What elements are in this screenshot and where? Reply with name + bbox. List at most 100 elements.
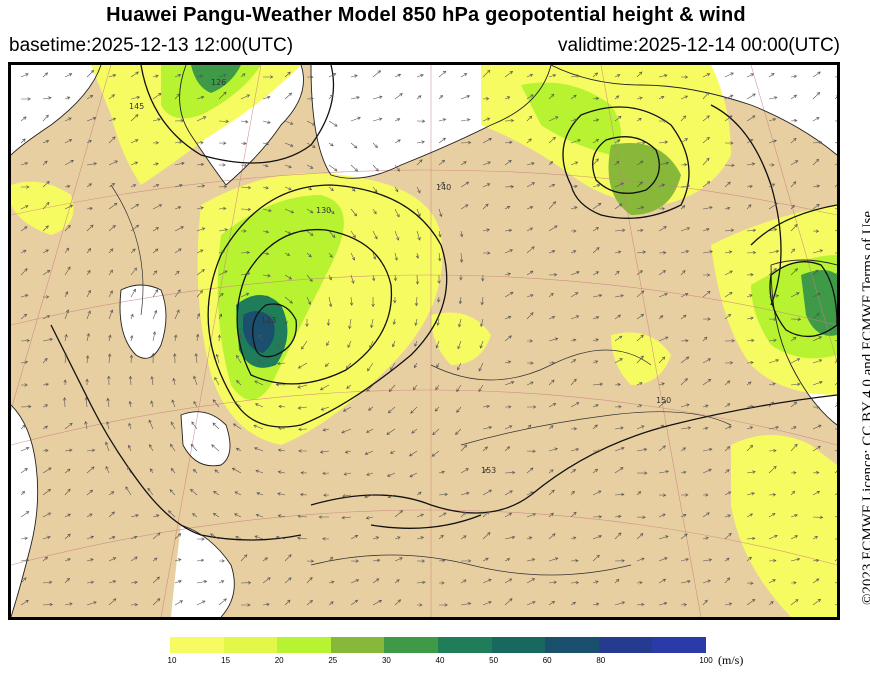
wind-arrow [526, 206, 534, 210]
wind-arrow [350, 164, 359, 172]
wind-arrow [812, 359, 823, 364]
wind-arrow [64, 558, 71, 562]
wind-arrow [702, 206, 713, 210]
wind-arrow [277, 448, 286, 452]
wind-arrow [306, 274, 313, 283]
wind-arrow [570, 581, 580, 585]
wind-arrow [372, 252, 376, 260]
wind-arrow [393, 296, 397, 304]
wind-arrow [592, 316, 600, 320]
wind-arrow [746, 115, 756, 122]
wind-arrow [459, 274, 463, 281]
wind-arrow [255, 469, 264, 474]
wind-arrow [680, 356, 690, 364]
wind-arrow [746, 73, 755, 78]
wind-arrow [680, 115, 687, 122]
wind-arrow [411, 428, 418, 434]
wind-arrow [367, 406, 374, 411]
wind-arrow [724, 532, 732, 540]
wind-arrow [482, 161, 491, 166]
wind-arrow [790, 382, 801, 386]
wind-arrow [702, 290, 711, 298]
wind-arrow [42, 295, 50, 299]
wind-arrow [196, 249, 204, 254]
wind-arrow [548, 273, 558, 277]
wind-arrow [130, 535, 138, 540]
wind-arrow [592, 184, 601, 188]
wind-arrow [392, 340, 396, 348]
wind-arrow [746, 250, 757, 255]
wind-arrow [108, 580, 117, 584]
validtime-label: validtime:2025-12-14 00:00(UTC) [558, 35, 840, 56]
wind-arrow [321, 537, 330, 541]
wind-arrow [196, 313, 200, 320]
wind-arrow [324, 362, 330, 367]
wind-arrow [658, 400, 667, 408]
wind-arrow [320, 406, 330, 411]
wind-arrow [86, 69, 95, 78]
wind-arrow [460, 468, 469, 474]
wind-arrow [416, 159, 423, 166]
wind-arrow [592, 360, 599, 364]
wind-arrow [702, 73, 711, 78]
wind-arrow [482, 138, 493, 144]
wind-arrow [232, 423, 242, 430]
wind-arrow [152, 598, 161, 606]
wind-arrow [149, 444, 154, 452]
wind-arrow [482, 97, 490, 101]
wind-arrow [680, 514, 687, 518]
wind-arrow [350, 142, 358, 149]
wind-arrow [834, 95, 837, 100]
wind-arrow [746, 338, 755, 343]
wind-arrow [262, 208, 272, 212]
wind-arrow [209, 533, 220, 540]
wind-arrow [86, 513, 93, 518]
wind-arrow [257, 359, 264, 364]
wind-arrow [680, 403, 690, 408]
colorbar-tick-20: 20 [274, 656, 284, 665]
wind-arrow [20, 249, 27, 254]
wind-arrow [746, 381, 752, 386]
wind-arrow [416, 491, 422, 496]
wind-arrow [130, 224, 140, 232]
wind-arrow [415, 274, 420, 285]
wind-arrow [834, 184, 837, 188]
wind-arrow [42, 602, 54, 607]
wind-arrow [702, 599, 708, 606]
wind-arrow [130, 161, 139, 166]
wind-arrow [504, 140, 513, 145]
wind-arrow [258, 334, 264, 342]
wind-arrow [456, 406, 462, 413]
wind-arrow [812, 292, 821, 298]
wind-arrow [548, 116, 559, 122]
wind-arrow [504, 228, 513, 233]
wind-arrow [212, 422, 220, 430]
wind-arrow [790, 535, 799, 540]
wind-arrow [326, 340, 330, 347]
wind-arrow [746, 599, 756, 606]
wind-arrow [570, 139, 581, 144]
wind-arrow [306, 208, 314, 214]
wind-arrow [460, 579, 467, 584]
wind-arrow [63, 379, 67, 386]
wind-arrow [702, 317, 711, 321]
wind-arrow [834, 252, 837, 254]
wind-arrow [482, 203, 489, 210]
wind-arrow [768, 228, 778, 232]
wind-arrow [812, 380, 823, 386]
wind-arrow [86, 183, 92, 188]
contour-labels: 140 150 153 123 130 145 126 [129, 78, 671, 475]
wind-arrow [548, 225, 558, 232]
wind-arrow [241, 229, 247, 233]
wind-arrow [262, 315, 273, 320]
wind-arrow [328, 296, 333, 308]
wind-arrow [219, 163, 226, 167]
wind-arrow [414, 318, 418, 327]
wind-arrow [812, 203, 820, 210]
wind-arrow [504, 335, 512, 342]
wind-arrow [504, 470, 516, 475]
wind-arrow [435, 384, 440, 391]
wind-arrow [834, 76, 837, 78]
wind-arrow [148, 419, 154, 430]
wind-arrow [680, 378, 688, 386]
